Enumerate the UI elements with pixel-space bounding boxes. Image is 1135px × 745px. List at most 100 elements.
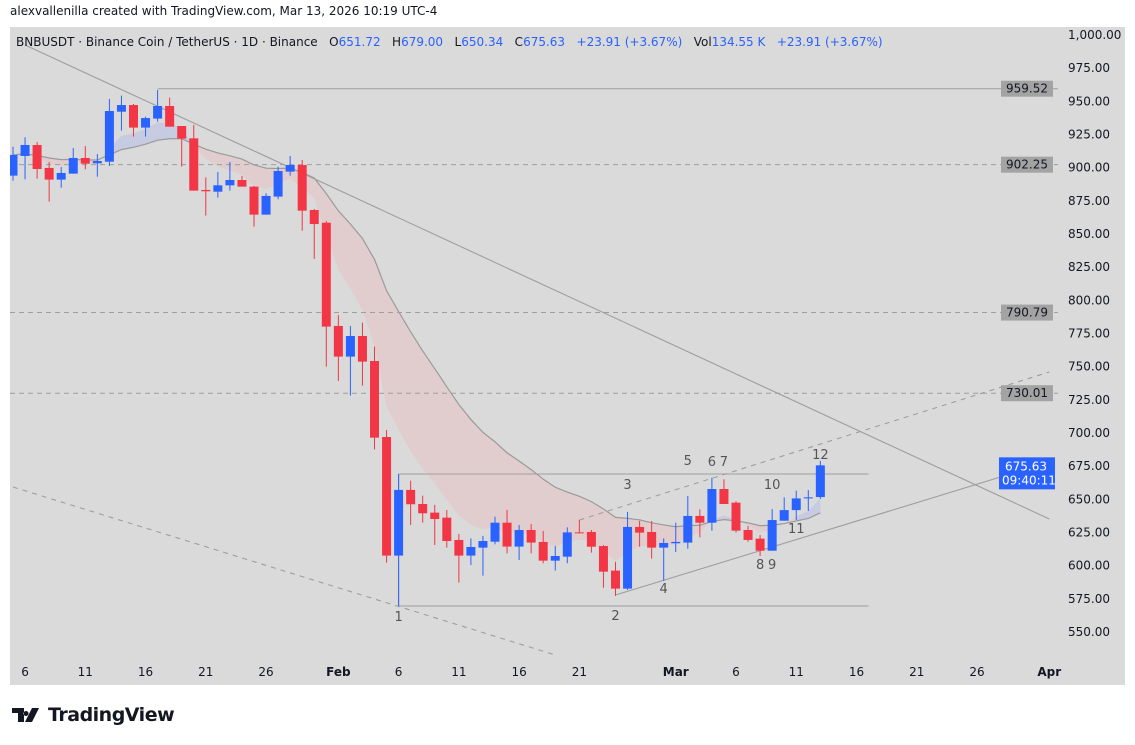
candle — [791, 490, 801, 521]
wave-label: 1 — [394, 610, 402, 625]
candle-body — [466, 546, 476, 556]
candle — [635, 520, 645, 547]
candle — [153, 90, 163, 122]
open-label: O — [329, 35, 339, 49]
candle — [333, 315, 343, 382]
candle-body — [683, 515, 693, 543]
price-axis-tick: 950.00 — [1068, 94, 1110, 108]
open-value: 651.72 — [338, 35, 381, 49]
ma-cloud-segment — [579, 496, 592, 542]
candle — [394, 474, 404, 607]
change-value: +23.91 (+3.67%) — [576, 35, 683, 49]
candle — [357, 322, 367, 386]
price-axis-tick: 900.00 — [1068, 161, 1110, 175]
volume-change-value: +23.91 (+3.67%) — [776, 35, 883, 49]
candle-body — [538, 541, 548, 561]
wave-label: 6 — [708, 455, 716, 470]
candle — [32, 141, 42, 179]
candle — [406, 480, 416, 525]
candle-body — [394, 489, 404, 556]
candle — [743, 526, 753, 542]
price-axis-tick: 550.00 — [1068, 625, 1110, 639]
high-label: H — [392, 35, 402, 49]
chart-panel[interactable] — [10, 27, 1125, 685]
ma-cloud-segment — [241, 159, 254, 187]
candle — [695, 509, 705, 538]
tradingview-logo-icon — [12, 708, 39, 722]
ma-cloud-segment — [362, 238, 375, 347]
candle-body — [141, 118, 151, 128]
candle — [141, 116, 151, 137]
time-axis-tick: 16 — [849, 665, 864, 679]
candle — [514, 524, 524, 560]
candle — [803, 490, 813, 512]
candle — [478, 535, 488, 576]
candle — [20, 137, 30, 180]
candle-body — [104, 111, 114, 162]
last-price-label: 675.63 — [1005, 459, 1047, 473]
candle-body — [671, 541, 681, 544]
candle-body — [261, 195, 271, 215]
wave-label: 9 — [768, 558, 776, 573]
candle-body — [719, 488, 729, 504]
level-price-label: 959.52 — [1006, 82, 1048, 96]
candle-body — [333, 325, 343, 357]
symbol-title[interactable]: BNBUSDT · Binance Coin / TetherUS · 1D ·… — [16, 35, 318, 49]
time-axis-tick: 11 — [789, 665, 804, 679]
candle — [68, 148, 78, 174]
candle-body — [129, 105, 138, 128]
wave-label: 2 — [611, 609, 619, 624]
time-axis-tick: 11 — [451, 665, 466, 679]
ma-cloud-segment — [784, 516, 797, 524]
price-axis-tick: 750.00 — [1068, 360, 1110, 374]
ma-cloud-segment — [49, 158, 62, 167]
wave-label: 5 — [684, 454, 692, 469]
price-axis-tick: 975.00 — [1068, 61, 1110, 75]
candle-body — [10, 154, 18, 176]
price-axis-tick: 800.00 — [1068, 293, 1110, 307]
candle — [382, 429, 392, 563]
ma-cloud-segment — [808, 497, 821, 519]
candle-body — [406, 489, 416, 505]
price-axis-tick: 675.00 — [1068, 459, 1110, 473]
close-value: 675.63 — [523, 35, 566, 49]
price-axis-tick: 875.00 — [1068, 194, 1110, 208]
ma-cloud-segment — [699, 520, 712, 533]
candle — [707, 477, 717, 531]
ma-cloud-segment — [157, 122, 170, 141]
time-axis-tick: 26 — [969, 665, 984, 679]
candle-body — [430, 512, 440, 519]
candle — [273, 166, 283, 200]
price-axis-tick: 850.00 — [1068, 227, 1110, 241]
candle-body — [321, 222, 331, 327]
ma-cloud-segment — [422, 350, 435, 484]
wave-label: 8 — [756, 558, 764, 573]
volume-label: Vol — [693, 35, 712, 49]
candle-body — [755, 538, 765, 551]
low-label: L — [454, 35, 462, 49]
candle — [659, 538, 669, 581]
time-axis-tick: Mar — [663, 665, 689, 679]
candle — [502, 509, 512, 554]
candle-body — [92, 161, 102, 164]
candle-body — [611, 570, 620, 589]
candle-body — [309, 209, 319, 225]
candle-body — [80, 157, 90, 164]
level-price-badge — [1001, 156, 1053, 173]
wave-label: 11 — [788, 522, 805, 537]
price-axis-tick: 1,000.00 — [1068, 28, 1121, 42]
candle-body — [249, 186, 259, 215]
candle — [755, 535, 765, 556]
candle-body — [44, 167, 54, 180]
candle-body — [357, 336, 367, 362]
candle — [370, 346, 379, 450]
candle-body — [803, 497, 813, 499]
candle — [466, 538, 476, 566]
candle-body — [586, 531, 596, 547]
ma-cloud-segment — [531, 469, 544, 543]
symbol-legend: BNBUSDT · Binance Coin / TetherUS · 1D ·… — [16, 35, 883, 49]
time-axis-tick: 21 — [909, 665, 924, 679]
wave-label: 7 — [720, 455, 728, 470]
